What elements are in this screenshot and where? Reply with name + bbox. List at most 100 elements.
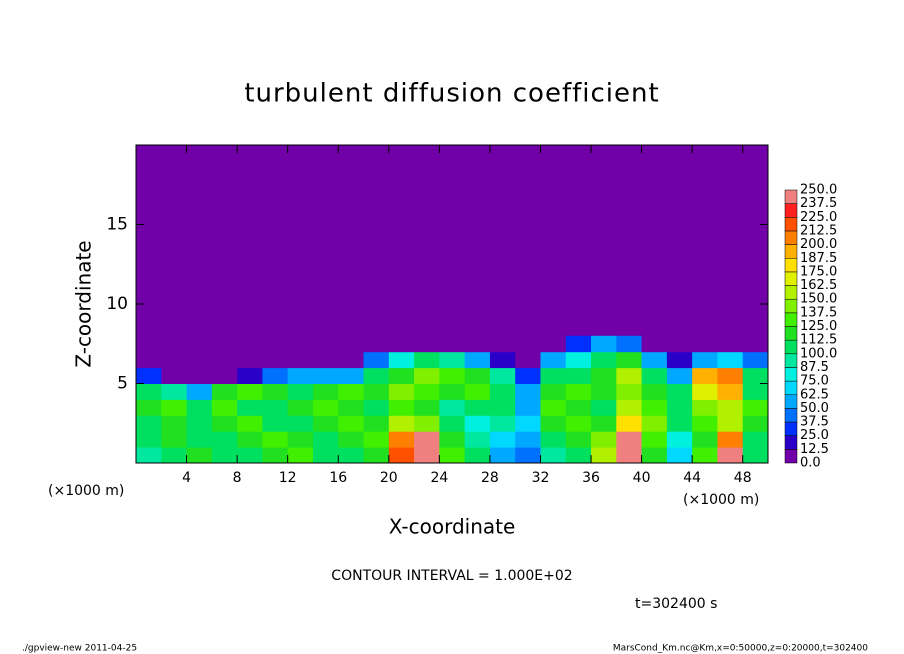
colorbar-swatch — [784, 394, 798, 409]
heat-cell — [641, 367, 668, 384]
colorbar-swatch — [784, 217, 798, 232]
x-tick-label: 36 — [582, 470, 600, 486]
heat-cell — [211, 383, 238, 400]
heat-cell — [237, 415, 263, 432]
colorbar-label: 200.0 — [800, 237, 837, 252]
heat-cell — [439, 335, 466, 353]
heat-cell — [312, 415, 339, 432]
heat-cell — [312, 351, 339, 369]
heat-cell — [515, 431, 541, 448]
heat-cell — [363, 335, 390, 353]
heat-cell — [515, 399, 541, 416]
heat-cell — [464, 351, 491, 369]
heat-cell — [287, 431, 314, 448]
heat-cell — [742, 367, 769, 384]
heat-cell — [414, 431, 440, 448]
colorbar-swatch — [784, 244, 798, 259]
heat-cell — [464, 335, 491, 353]
heat-cell — [262, 367, 289, 384]
heat-cell — [565, 415, 592, 432]
colorbar-swatch — [784, 326, 798, 341]
x-tick-label: 8 — [233, 470, 242, 486]
heat-cell — [666, 383, 693, 400]
colorbar-swatch — [784, 449, 798, 464]
heat-cell — [742, 431, 769, 448]
y-tick-label: 10 — [106, 294, 128, 314]
heat-cell — [237, 399, 263, 416]
heat-cell — [717, 351, 744, 369]
heat-cell — [489, 415, 516, 432]
heat-cell — [565, 367, 592, 384]
heat-cell — [692, 415, 718, 432]
heat-cell — [692, 367, 718, 384]
x-tick-label: 28 — [481, 470, 499, 486]
heat-cell — [591, 351, 617, 369]
heat-cell — [666, 399, 693, 416]
x-tick-label: 40 — [633, 470, 651, 486]
colorbar-label: 175.0 — [800, 264, 837, 279]
heat-cell — [312, 447, 339, 464]
colorbar-swatch — [784, 367, 798, 382]
heat-cell — [186, 431, 213, 448]
heat-cell — [161, 351, 188, 369]
heat-cell — [464, 431, 491, 448]
heat-cell — [439, 415, 466, 432]
heat-cell — [591, 447, 617, 464]
colorbar-swatch — [784, 230, 798, 245]
heat-cell — [414, 351, 440, 369]
y-axis-label: Z-coordinate — [72, 240, 96, 367]
x-axis-label: X-coordinate — [389, 515, 516, 539]
heat-cell — [489, 447, 516, 464]
heat-cell — [515, 383, 541, 400]
heat-cell — [641, 399, 668, 416]
heat-cell — [616, 351, 643, 369]
heat-cell — [363, 431, 390, 448]
heat-cell — [186, 415, 213, 432]
heat-cell — [388, 367, 415, 384]
heat-cell — [666, 351, 693, 369]
heat-cell — [515, 447, 541, 464]
heat-cell — [616, 335, 643, 353]
heat-cell — [515, 367, 541, 384]
heat-cell — [211, 335, 238, 353]
heat-cell — [287, 447, 314, 464]
heat-cell — [388, 431, 415, 448]
heat-cell — [742, 351, 769, 369]
heat-cell — [338, 431, 365, 448]
heat-cell — [211, 447, 238, 464]
heat-cell — [591, 399, 617, 416]
heat-cell — [414, 415, 440, 432]
heat-cell — [136, 431, 162, 448]
heat-cell — [388, 335, 415, 353]
colorbar-label: 50.0 — [800, 401, 829, 416]
heat-cell — [262, 447, 289, 464]
heat-cell — [717, 383, 744, 400]
heat-cell — [338, 383, 365, 400]
heat-cell — [262, 351, 289, 369]
heat-cell — [591, 367, 617, 384]
heat-cell — [161, 383, 188, 400]
footer-left: ./gpview-new 2011-04-25 — [22, 644, 137, 654]
heat-cell — [363, 399, 390, 416]
x-tick-label: 44 — [683, 470, 701, 486]
heat-cell — [186, 383, 213, 400]
heat-cell — [363, 415, 390, 432]
heat-cell — [742, 399, 769, 416]
heat-cell — [161, 335, 188, 353]
heat-cell — [338, 447, 365, 464]
heat-cell — [211, 351, 238, 369]
heat-cell — [692, 351, 718, 369]
colorbar-label: 187.5 — [800, 251, 837, 266]
colorbar-label: 75.0 — [800, 374, 829, 389]
colorbar-swatch — [784, 298, 798, 314]
heat-cell — [211, 367, 238, 384]
footer-right: MarsCond_Km.nc@Km,x=0:50000,z=0:20000,t=… — [613, 644, 868, 654]
colorbar-swatch — [784, 353, 798, 368]
heat-cell — [161, 399, 188, 416]
heat-cell — [489, 335, 516, 353]
heat-cell — [489, 399, 516, 416]
heat-cell — [540, 399, 567, 416]
heat-cell — [666, 415, 693, 432]
heat-cell — [717, 415, 744, 432]
